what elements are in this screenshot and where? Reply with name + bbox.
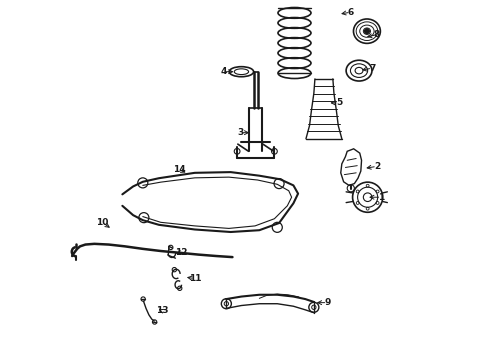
Circle shape [365, 29, 369, 34]
Text: 13: 13 [156, 306, 169, 315]
Text: 4: 4 [220, 67, 227, 76]
Text: 6: 6 [348, 8, 354, 17]
Text: 3: 3 [238, 128, 244, 137]
Text: 1: 1 [378, 193, 384, 202]
Text: 11: 11 [189, 274, 201, 283]
Text: 7: 7 [369, 64, 375, 73]
Text: 12: 12 [175, 248, 187, 257]
Text: 2: 2 [374, 162, 380, 171]
Text: 10: 10 [96, 218, 108, 227]
Text: 9: 9 [324, 298, 331, 307]
Text: 5: 5 [336, 98, 342, 107]
Text: 14: 14 [173, 166, 186, 175]
Text: 8: 8 [374, 30, 380, 39]
